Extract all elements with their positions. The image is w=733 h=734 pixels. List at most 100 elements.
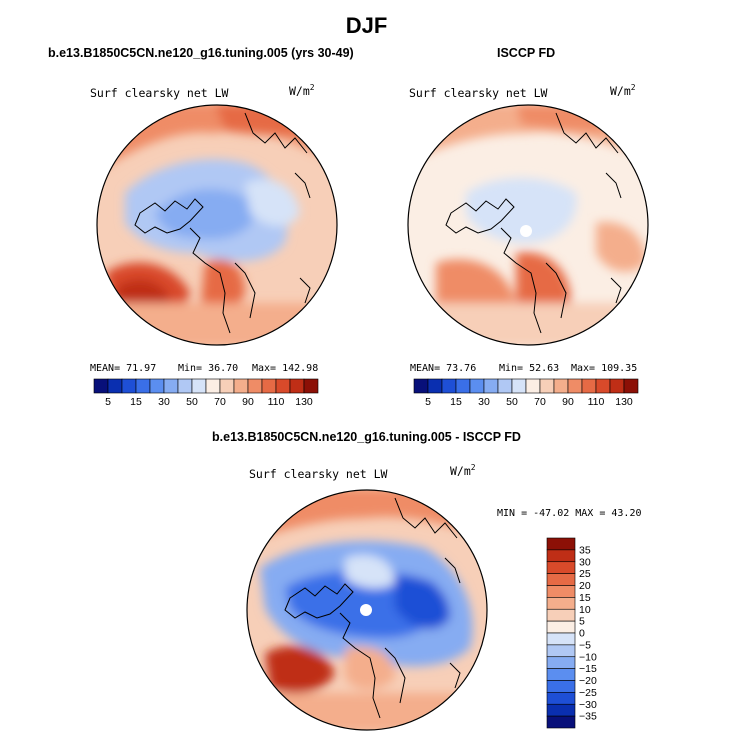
colorbar-2-swatch-8	[525, 378, 541, 394]
colorbar-3-tick-label: −35	[579, 711, 597, 723]
colorbar-3-tick-label: −10	[579, 651, 597, 663]
colorbar-3-tick-label: −15	[579, 663, 597, 675]
colorbar-1-swatch-9	[219, 378, 235, 394]
colorbar-2-tick-label: 30	[478, 396, 490, 408]
colorbar-1-swatch-15	[303, 378, 319, 394]
colorbar-1-tick-label: 30	[158, 396, 170, 408]
map-1-region-atlantic-strong	[115, 279, 170, 310]
panel-3-header: b.e13.B1850C5CN.ne120_g16.tuning.005 - I…	[212, 430, 521, 444]
colorbar-1-tick-label: 90	[242, 396, 254, 408]
map-panel-1	[96, 104, 338, 346]
colorbar-3-tick-label: 10	[579, 604, 591, 616]
panel-1-header: b.e13.B1850C5CN.ne120_g16.tuning.005 (yr…	[48, 46, 354, 60]
panel-2-header: ISCCP FD	[497, 46, 556, 60]
colorbar-1-tick-label: 5	[105, 396, 111, 408]
map-panel-3	[246, 489, 488, 731]
figure-title: DJF	[345, 13, 388, 38]
panel-2-min: Min= 52.63	[499, 363, 560, 374]
colorbar-2-swatch-11	[567, 378, 583, 394]
colorbar-3-tick-label: 25	[579, 568, 591, 580]
colorbar-3-swatch-11	[546, 668, 576, 681]
panel-1-mean: MEAN= 71.97	[90, 363, 157, 374]
map-panel-2	[407, 104, 649, 346]
colorbar-1-swatch-10	[233, 378, 249, 394]
colorbar-3-swatch-9	[546, 644, 576, 658]
colorbar-3-swatch-15	[546, 715, 576, 729]
colorbar-3-tick-label: −20	[579, 675, 597, 687]
map-1-coastlines	[134, 112, 311, 334]
map-2-coastlines	[445, 112, 622, 334]
panel-3-minmax: MIN = -47.02 MAX = 43.20	[497, 508, 642, 519]
colorbar-1-swatch-12	[261, 378, 277, 394]
colorbar-2-swatch-5	[483, 378, 499, 394]
colorbar-1-tick-label: 15	[130, 396, 142, 408]
colorbar-1-tick-label: 130	[295, 396, 313, 408]
colorbar-1-swatch-5	[163, 378, 179, 394]
colorbar-2-swatch-15	[623, 378, 639, 394]
colorbar-3-tick-label: −25	[579, 687, 597, 699]
map-3-region-central	[345, 554, 395, 589]
panel-2-max: Max= 109.35	[571, 363, 638, 374]
colorbar-1: 5 15 30 50 70 90 110 130	[93, 378, 319, 408]
colorbar-1-swatch-13	[275, 378, 291, 394]
map-3-region-atlantic	[265, 645, 335, 693]
colorbar-1-swatch-8	[205, 378, 221, 394]
colorbar-2-tick-label: 90	[562, 396, 574, 408]
colorbar-2-swatch-1	[427, 378, 443, 394]
colorbar-1-swatch-14	[289, 378, 305, 394]
colorbar-3-swatch-12	[546, 680, 576, 693]
colorbar-1-swatch-2	[121, 378, 137, 394]
panel-2-units: W/m2	[610, 83, 636, 98]
colorbar-3-swatch-0	[546, 537, 576, 551]
colorbar-1-swatch-6	[177, 378, 193, 394]
colorbar-2-tick-label: 50	[506, 396, 518, 408]
colorbar-2-tick-label: 5	[425, 396, 431, 408]
colorbar-3-tick-label: 15	[579, 592, 591, 604]
colorbar-3-tick-label: −5	[579, 639, 591, 651]
colorbar-2-swatch-10	[553, 378, 569, 394]
colorbar-2-swatch-7	[511, 378, 527, 394]
colorbar-3-swatch-3	[546, 573, 576, 586]
colorbar-1-tick-label: 50	[186, 396, 198, 408]
map-3-border	[246, 489, 488, 731]
map-2-region-siberia	[596, 222, 646, 272]
colorbar-1-swatch-0	[93, 378, 109, 394]
colorbar-3-swatch-4	[546, 585, 576, 598]
panel-2-variable: Surf clearsky net LW	[409, 86, 548, 100]
colorbar-1-tick-label: 70	[214, 396, 226, 408]
colorbar-3-tick-label: 5	[579, 616, 585, 628]
colorbar-3-swatch-8	[546, 632, 576, 646]
colorbar-1-swatch-4	[149, 378, 165, 394]
colorbar-1-swatch-7	[191, 378, 207, 394]
colorbar-3-tick-label: 0	[579, 628, 585, 640]
map-1-region-siberia	[245, 179, 300, 227]
colorbar-2-tick-label: 15	[450, 396, 462, 408]
colorbar-2: 5 15 30 50 70 90 110 130	[413, 378, 639, 408]
colorbar-3-tick-label: −30	[579, 699, 597, 711]
colorbar-2-swatch-0	[413, 378, 429, 394]
map-1-border	[96, 104, 338, 346]
colorbar-3-swatch-5	[546, 597, 576, 610]
map-1-region-arctic-core	[155, 189, 256, 240]
colorbar-2-tick-label: 110	[588, 396, 605, 408]
colorbar-3-swatch-2	[546, 561, 576, 574]
colorbar-3-swatch-6	[546, 608, 576, 622]
map-3-region-europe	[345, 646, 395, 690]
colorbar-2-swatch-14	[609, 378, 625, 394]
panel-1-min: Min= 36.70	[178, 363, 239, 374]
map-3-pole-mask	[360, 604, 372, 616]
colorbar-3-tick-label: 20	[579, 580, 591, 592]
panel-3-variable: Surf clearsky net LW	[249, 467, 388, 481]
colorbar-3-swatch-1	[546, 549, 576, 563]
colorbar-2-swatch-4	[469, 378, 485, 394]
colorbar-2-swatch-9	[539, 378, 555, 394]
panel-1-variable: Surf clearsky net LW	[90, 86, 229, 100]
colorbar-3-swatch-13	[546, 692, 576, 705]
colorbar-1-tick-label: 110	[268, 396, 285, 408]
colorbar-3-tick-label: 35	[579, 544, 591, 556]
panel-1-max: Max= 142.98	[252, 363, 319, 374]
map-3-coastlines	[284, 497, 461, 719]
map-3-region-siberia	[395, 577, 450, 629]
colorbar-2-tick-label: 130	[615, 396, 633, 408]
panel-2-mean: MEAN= 73.76	[410, 363, 477, 374]
